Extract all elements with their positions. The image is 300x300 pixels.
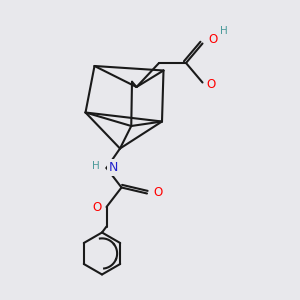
- Text: O: O: [206, 77, 215, 91]
- Text: O: O: [154, 185, 163, 199]
- Text: O: O: [92, 201, 101, 214]
- Text: O: O: [208, 33, 217, 46]
- Text: N: N: [108, 161, 118, 174]
- Text: H: H: [220, 26, 228, 36]
- Text: H: H: [92, 160, 100, 171]
